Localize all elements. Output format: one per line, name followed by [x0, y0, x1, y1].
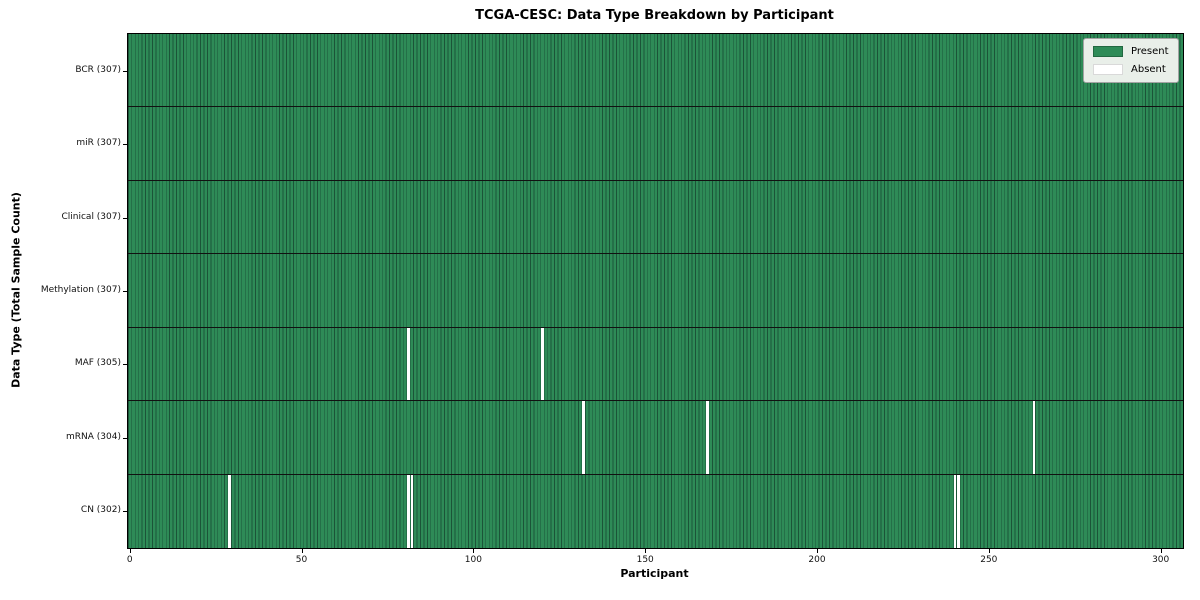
- absent-cell: [410, 474, 414, 548]
- y-tick-mark: [123, 437, 127, 439]
- y-tick-label-maf: MAF (305): [74, 358, 121, 369]
- legend-label-present: Present: [1131, 46, 1169, 57]
- x-tick-label: 250: [980, 555, 998, 565]
- absent-cell: [407, 327, 410, 401]
- x-tick-label: 0: [126, 555, 133, 565]
- y-tick-label-clinical: Clinical (307): [61, 211, 121, 222]
- x-tick-label: 200: [808, 555, 826, 565]
- absent-cell: [582, 401, 586, 474]
- present-swatch-icon: [1093, 46, 1123, 57]
- legend-label-absent: Absent: [1131, 64, 1166, 75]
- y-tick-label-mrna: mRNA (304): [66, 431, 121, 442]
- y-tick-label-cn: CN (302): [80, 505, 121, 516]
- y-tick-mark: [123, 70, 127, 72]
- x-tick-label: 150: [636, 555, 654, 565]
- y-tick-label-mir: miR (307): [76, 138, 121, 149]
- x-tick-mark: [473, 549, 475, 553]
- x-tick-mark: [301, 549, 303, 553]
- absent-cell: [956, 474, 960, 548]
- absent-cell: [953, 474, 957, 548]
- x-axis-label: Participant: [620, 567, 689, 580]
- plot-area: [127, 33, 1184, 549]
- x-tick-mark: [129, 549, 131, 553]
- heatmap-row-clinical: [128, 180, 1183, 255]
- y-tick-mark: [123, 217, 127, 219]
- absent-cell: [541, 327, 544, 401]
- y-tick-mark: [123, 291, 127, 292]
- y-tick-mark: [123, 364, 127, 366]
- heatmap-row-methylation: [128, 254, 1183, 328]
- y-tick-label-bcr: BCR (307): [75, 64, 121, 75]
- heatmap-row-bcr: [128, 34, 1183, 108]
- legend-item-present: Present: [1093, 46, 1169, 57]
- x-tick-mark: [645, 549, 647, 553]
- heatmap-row-mir: [128, 107, 1183, 181]
- y-tick-mark: [123, 144, 127, 146]
- absent-cell: [1032, 401, 1036, 474]
- heatmap-row-mrna: [128, 401, 1183, 475]
- x-tick-mark: [988, 549, 990, 553]
- legend-item-absent: Absent: [1093, 64, 1169, 75]
- x-tick-label: 50: [295, 555, 308, 565]
- y-tick-label-methylation: Methylation (307): [40, 285, 121, 295]
- y-tick-mark: [123, 511, 127, 513]
- absent-cell: [407, 474, 410, 548]
- legend: Present Absent: [1083, 38, 1179, 83]
- x-tick-label: 100: [464, 555, 482, 565]
- heatmap-row-maf: [128, 327, 1183, 402]
- absent-swatch-icon: [1093, 64, 1123, 75]
- heatmap-row-cn: [128, 474, 1183, 548]
- absent-cell: [228, 474, 232, 548]
- chart-title: TCGA-CESC: Data Type Breakdown by Partic…: [475, 8, 834, 23]
- x-tick-mark: [1160, 549, 1162, 553]
- x-tick-mark: [817, 549, 818, 553]
- absent-cell: [706, 401, 709, 474]
- x-tick-label: 300: [1152, 555, 1170, 565]
